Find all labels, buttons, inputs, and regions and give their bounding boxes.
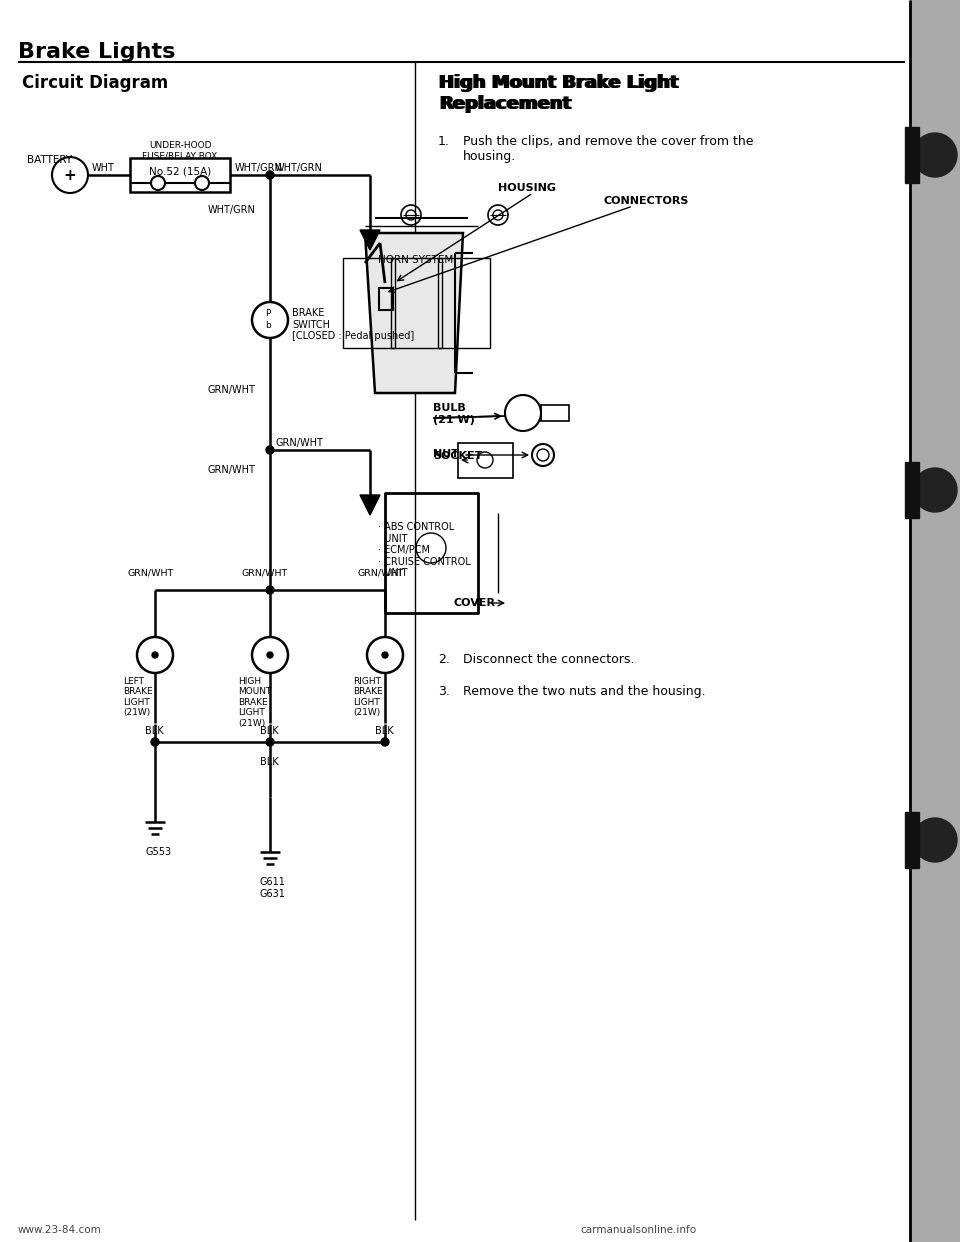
Text: Push the clips, and remove the cover from the
housing.: Push the clips, and remove the cover fro…	[463, 135, 754, 163]
Text: No.52 (15A): No.52 (15A)	[149, 166, 211, 178]
Text: 2.: 2.	[438, 653, 450, 666]
Text: BULB
(21 W): BULB (21 W)	[433, 402, 475, 425]
Text: carmanualsonline.info: carmanualsonline.info	[580, 1225, 696, 1235]
Text: Disconnect the connectors.: Disconnect the connectors.	[463, 653, 635, 666]
Polygon shape	[360, 496, 380, 515]
Circle shape	[913, 468, 957, 512]
Text: BATTERY: BATTERY	[27, 155, 72, 165]
Text: BRAKE
SWITCH
[CLOSED : Pedal pushed]: BRAKE SWITCH [CLOSED : Pedal pushed]	[292, 308, 415, 342]
Text: UNDER-HOOD
FUSE/RELAY BOX: UNDER-HOOD FUSE/RELAY BOX	[142, 142, 218, 160]
Text: High Mount Brake Light
Replacement: High Mount Brake Light Replacement	[438, 75, 678, 113]
Text: RIGHT
BRAKE
LIGHT
(21W): RIGHT BRAKE LIGHT (21W)	[353, 677, 383, 717]
Text: P: P	[265, 308, 271, 318]
Circle shape	[382, 652, 388, 658]
Text: GRN/WHT: GRN/WHT	[208, 385, 256, 395]
Circle shape	[266, 171, 274, 179]
Text: NUT: NUT	[433, 450, 459, 460]
Bar	[379, 288, 393, 310]
Text: WHT: WHT	[92, 163, 115, 173]
Circle shape	[913, 133, 957, 178]
Text: Brake Lights: Brake Lights	[18, 42, 176, 62]
Circle shape	[266, 738, 274, 746]
Bar	[905, 812, 919, 868]
Text: G553: G553	[145, 847, 171, 857]
Text: WHT/GRN: WHT/GRN	[235, 163, 283, 173]
Circle shape	[381, 738, 389, 746]
Text: SOCKET: SOCKET	[433, 451, 482, 461]
Bar	[391, 258, 443, 348]
Text: +: +	[63, 168, 77, 183]
Text: HORN SYSTEM: HORN SYSTEM	[378, 255, 453, 265]
Text: HOUSING: HOUSING	[498, 183, 556, 193]
Text: www.23-84.com: www.23-84.com	[18, 1225, 102, 1235]
Text: BLK: BLK	[145, 727, 163, 737]
Text: GRN/WHT: GRN/WHT	[208, 465, 256, 474]
Polygon shape	[360, 230, 380, 250]
Text: HIGH
MOUNT
BRAKE
LIGHT
(21W): HIGH MOUNT BRAKE LIGHT (21W)	[238, 677, 272, 728]
Text: High Mount Brake Light
Replacement: High Mount Brake Light Replacement	[440, 75, 680, 113]
Text: 3.: 3.	[438, 686, 450, 698]
Text: BLK: BLK	[375, 727, 394, 737]
Text: GRN/WHT: GRN/WHT	[127, 568, 173, 578]
Text: Circuit Diagram: Circuit Diagram	[22, 75, 168, 92]
Bar	[439, 258, 490, 348]
Text: WHT/GRN: WHT/GRN	[208, 205, 256, 215]
Bar	[905, 462, 919, 518]
Text: 1.: 1.	[438, 135, 450, 148]
Text: · ABS CONTROL
  UNIT
· ECM/PCM
· CRUISE CONTROL
  UNIT: · ABS CONTROL UNIT · ECM/PCM · CRUISE CO…	[378, 522, 470, 579]
Bar	[343, 258, 395, 348]
Text: GRN/WHT: GRN/WHT	[242, 568, 288, 578]
Text: BLK: BLK	[260, 727, 278, 737]
Text: COVER: COVER	[453, 597, 495, 609]
Text: GRN/WHT: GRN/WHT	[275, 438, 323, 448]
Text: WHT/GRN: WHT/GRN	[275, 163, 323, 173]
Text: Remove the two nuts and the housing.: Remove the two nuts and the housing.	[463, 686, 706, 698]
Circle shape	[266, 586, 274, 594]
Text: LEFT
BRAKE
LIGHT
(21W): LEFT BRAKE LIGHT (21W)	[123, 677, 153, 717]
Circle shape	[266, 446, 274, 455]
Bar	[458, 443, 513, 478]
Bar	[385, 493, 478, 614]
Text: CONNECTORS: CONNECTORS	[603, 196, 688, 206]
Circle shape	[151, 738, 159, 746]
Text: G611
G631: G611 G631	[260, 877, 286, 899]
Text: GRN/WHT: GRN/WHT	[357, 568, 403, 578]
Circle shape	[152, 652, 158, 658]
Text: BLK: BLK	[260, 758, 278, 768]
Bar	[905, 127, 919, 183]
Circle shape	[267, 652, 273, 658]
Polygon shape	[365, 233, 463, 392]
Circle shape	[913, 818, 957, 862]
Text: b: b	[265, 322, 271, 330]
Bar	[130, 158, 230, 193]
Bar	[541, 405, 569, 421]
Bar	[910, 0, 960, 1242]
